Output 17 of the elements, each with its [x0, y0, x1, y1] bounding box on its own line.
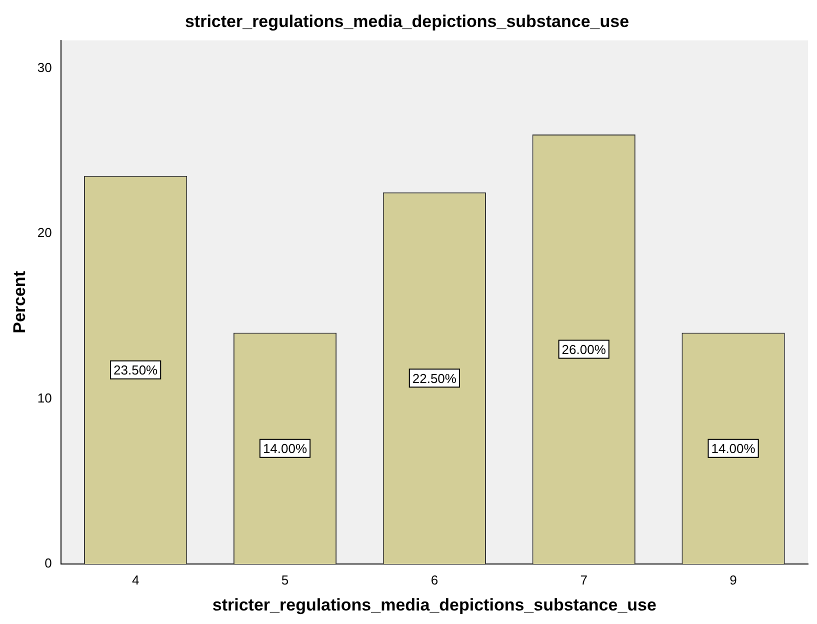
data-label: 26.00% [562, 342, 606, 357]
data-label: 14.00% [711, 440, 756, 456]
y-tick-label: 10 [37, 390, 52, 406]
y-axis-title: Percent [10, 270, 29, 334]
y-tick-label: 0 [44, 556, 52, 571]
x-tick-label: 9 [730, 572, 737, 588]
data-label: 14.00% [262, 440, 308, 456]
x-tick-label: 7 [580, 572, 588, 588]
y-tick-label: 20 [37, 225, 52, 240]
x-tick-label: 4 [132, 572, 140, 588]
x-axis-title: stricter_regulations_media_depictions_substance_use [212, 595, 656, 614]
data-label: 22.50% [412, 370, 457, 386]
data-label: 23.50% [114, 362, 158, 378]
y-tick-label: 30 [37, 60, 52, 76]
chart-title: stricter_regulations_media_depictions_substance_use [184, 12, 630, 31]
x-tick-label: 6 [430, 572, 438, 588]
x-tick-label: 5 [281, 572, 289, 588]
